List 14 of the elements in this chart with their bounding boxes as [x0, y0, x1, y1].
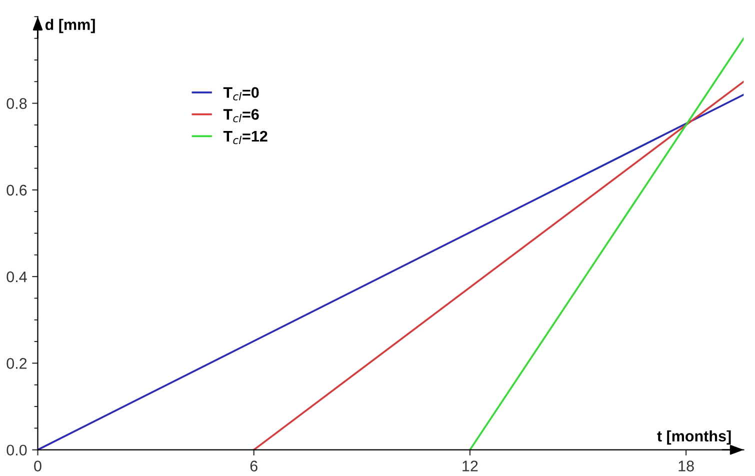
y-tick-label: 0.6: [6, 184, 27, 196]
y-tick-label: 0.2: [6, 358, 27, 369]
y-tick-label: 0.8: [6, 98, 27, 109]
x-tick-label: 18: [678, 460, 694, 472]
legend-label: T$_{cl}$=12: [223, 130, 268, 144]
x-tick-label: 12: [462, 460, 478, 472]
y-axis-title: d [mm]: [45, 18, 95, 34]
x-tick-label: 0: [34, 460, 42, 472]
legend-label: T$_{cl}$=0: [223, 87, 259, 100]
legend-label: T$_{cl}$=6: [223, 108, 259, 122]
x-axis-title: t [months]: [657, 430, 731, 445]
x-tick-label: 6: [250, 460, 258, 472]
y-tick-label: 0.4: [6, 271, 27, 282]
y-tick-label: 0.0: [6, 444, 27, 456]
